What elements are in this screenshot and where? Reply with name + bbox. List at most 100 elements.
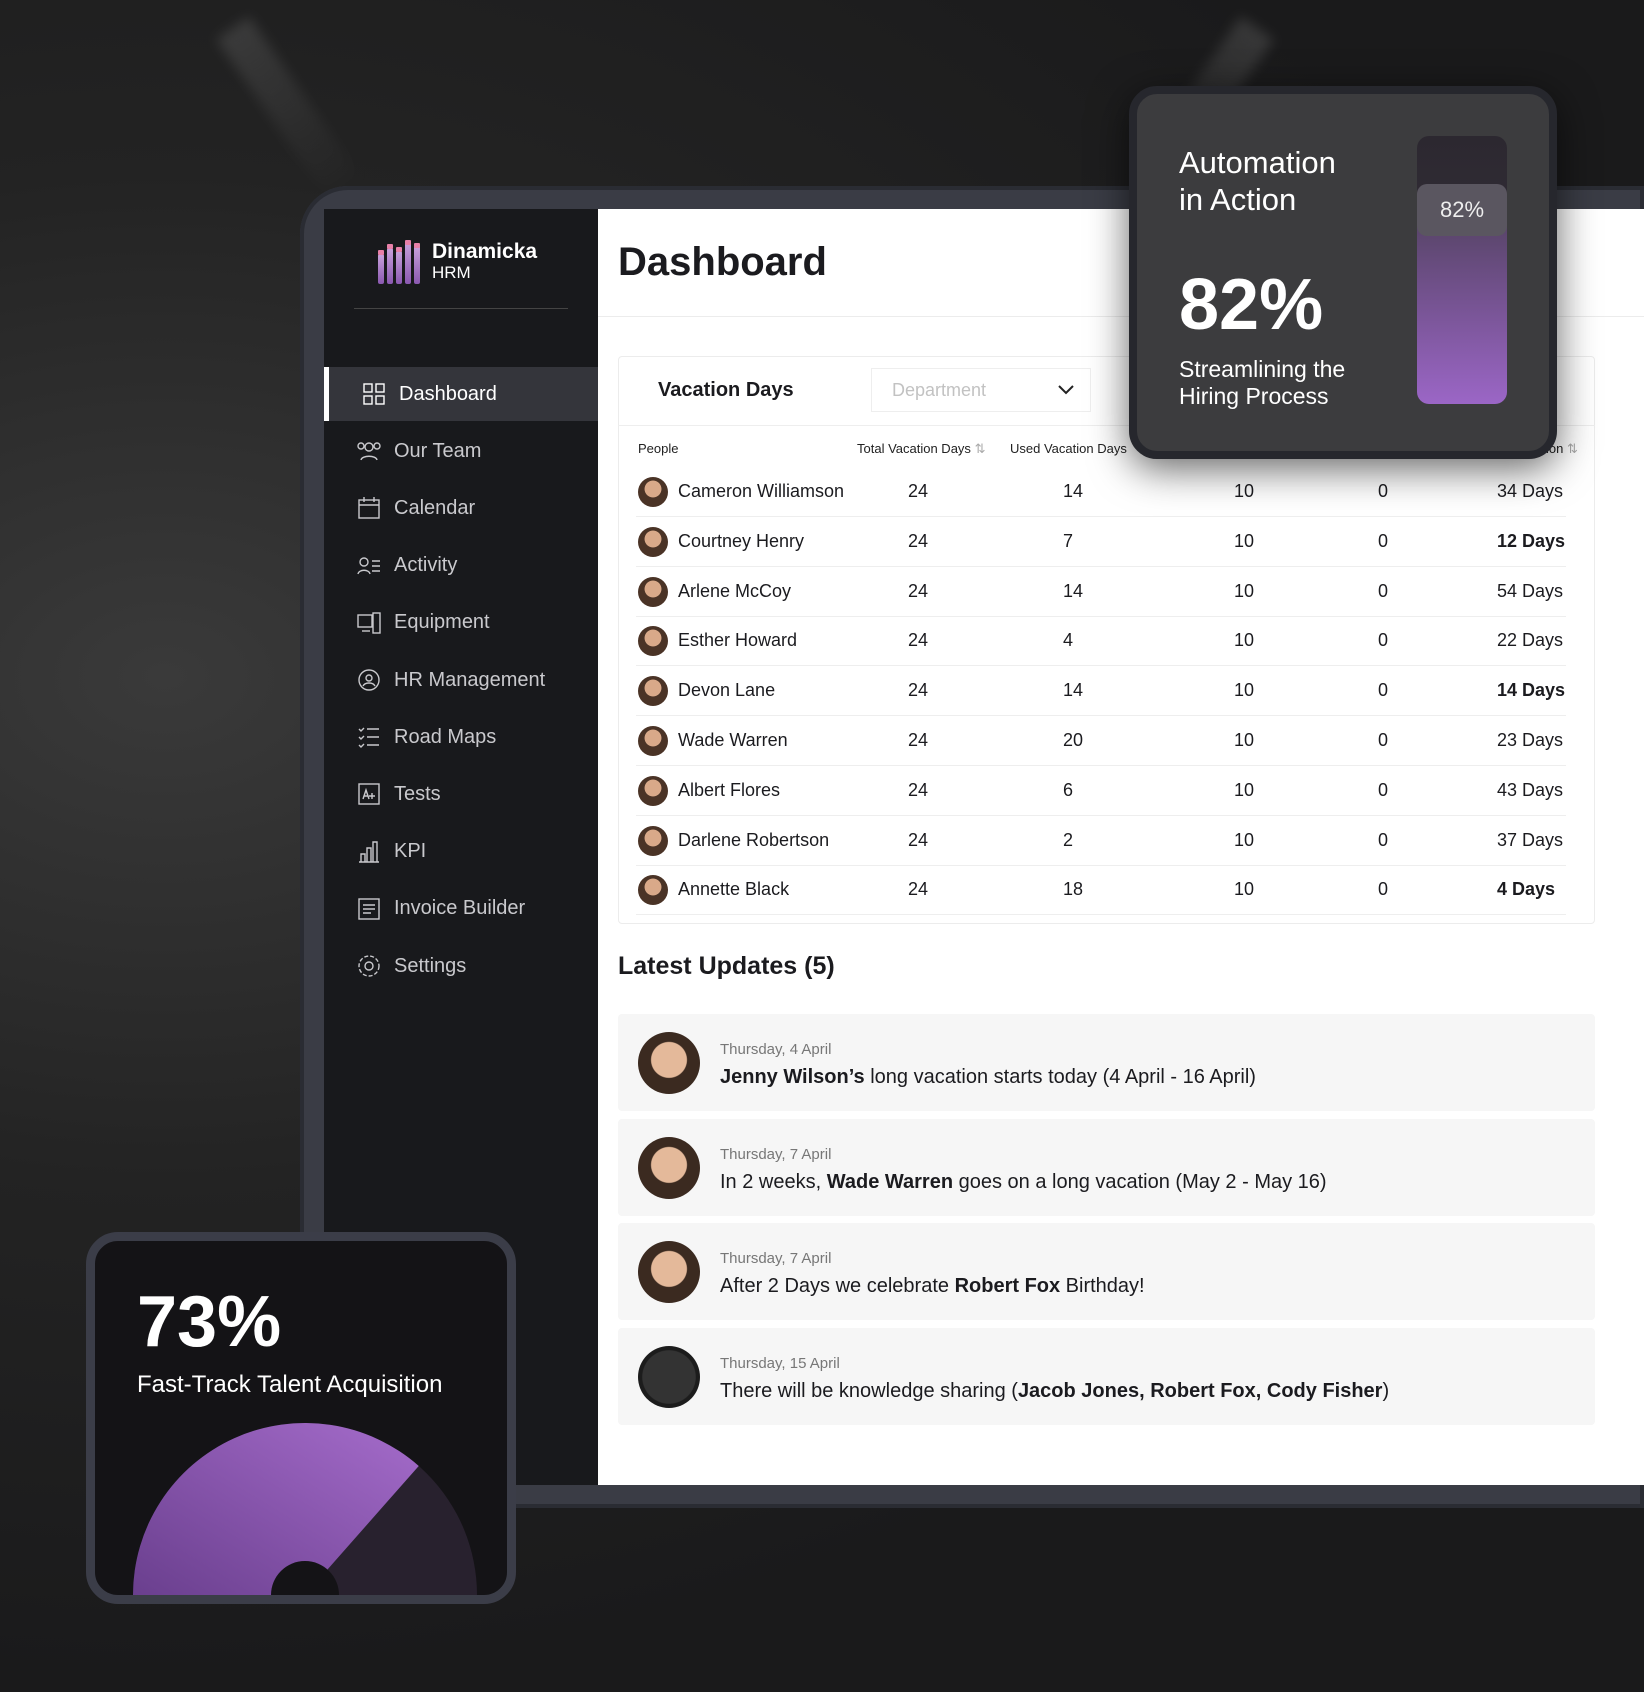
update-text-post: long vacation starts today (4 April - 16… xyxy=(864,1066,1256,1088)
sidebar-item-kpi[interactable]: KPI xyxy=(324,825,598,879)
automation-progress-bar: 82% xyxy=(1417,136,1507,404)
cell-value: 24 xyxy=(908,879,929,900)
divider xyxy=(618,425,1595,426)
activity-icon xyxy=(357,556,380,574)
update-item[interactable]: Thursday, 4 April Jenny Wilson’s long vac… xyxy=(618,1014,1595,1111)
update-item[interactable]: Thursday, 7 April After 2 Days we celebra… xyxy=(618,1223,1595,1321)
table-row[interactable]: Esther Howard 24 4 10 0 22 Days xyxy=(636,616,1566,667)
cell-value: 10 xyxy=(1234,879,1255,900)
cell-value: 10 xyxy=(1234,779,1255,800)
table-row[interactable]: Albert Flores 24 6 10 0 43 Days xyxy=(636,766,1566,816)
automation-subtitle-2: Hiring Process xyxy=(1179,383,1329,409)
person-name: Darlene Robertson xyxy=(678,829,830,850)
sidebar-item-road-maps[interactable]: Road Maps xyxy=(324,710,598,764)
automation-title: Automation xyxy=(1179,145,1336,180)
cell-value: 22 Days xyxy=(1497,630,1564,651)
avatar xyxy=(638,1241,700,1304)
update-text-post: Birthday! xyxy=(1060,1275,1145,1298)
cell-value: 14 xyxy=(1063,580,1084,601)
cell-value: 0 xyxy=(1378,879,1389,900)
cell-value: 23 Days xyxy=(1497,730,1564,750)
update-item[interactable]: Thursday, 15 April There will be knowledg… xyxy=(618,1328,1595,1426)
column-header-label: Used Vacation Days xyxy=(1010,441,1127,456)
fast-track-gauge xyxy=(133,1423,477,1595)
update-text: There will be knowledge sharing (Jacob J… xyxy=(720,1380,1389,1403)
cell-value: 0 xyxy=(1378,481,1389,501)
sidebar-item-calendar[interactable]: Calendar xyxy=(324,481,598,535)
sidebar-item-tests[interactable]: Tests xyxy=(324,767,598,821)
vacation-days-title: Vacation Days xyxy=(658,379,794,401)
sidebar-item-our-team[interactable]: Our Team xyxy=(324,424,598,478)
settings-icon xyxy=(358,955,380,977)
table-row[interactable]: Wade Warren 24 20 10 0 23 Days xyxy=(636,716,1566,766)
cell-value: 0 xyxy=(1378,680,1389,701)
cell-value: 24 xyxy=(908,580,929,601)
divider xyxy=(598,316,1644,317)
sidebar-item-hr-management[interactable]: HR Management xyxy=(324,653,598,707)
sidebar-item-activity[interactable]: Activity xyxy=(324,539,598,593)
invoice-icon xyxy=(358,898,380,920)
kpi-icon xyxy=(359,840,379,863)
logo-bars-icon xyxy=(378,240,420,284)
column-header-total[interactable]: Total Vacation Days ⇅ xyxy=(857,441,985,457)
chevron-down-icon xyxy=(1058,385,1074,395)
person-name: Wade Warren xyxy=(678,730,788,750)
table-row[interactable]: Arlene McCoy 24 14 10 0 54 Days xyxy=(636,567,1566,617)
cell-value: 24 xyxy=(908,530,929,551)
sidebar-item-label: Tests xyxy=(394,782,441,805)
automation-percent: 82% xyxy=(1179,265,1324,345)
sidebar-item-settings[interactable]: Settings xyxy=(324,939,598,993)
update-text-pre: In 2 weeks, xyxy=(720,1170,827,1193)
column-header-people[interactable]: People xyxy=(638,441,679,456)
cell-value: 0 xyxy=(1378,779,1389,800)
cell-value: 24 xyxy=(908,730,929,750)
fast-track-percent: 73% xyxy=(137,1282,282,1362)
table-row[interactable]: Darlene Robertson 24 2 10 0 37 Days xyxy=(636,816,1566,866)
avatar xyxy=(638,676,668,707)
avatar xyxy=(638,775,668,806)
sidebar-item-equipment[interactable]: Equipment xyxy=(324,596,598,650)
cell-value: 18 xyxy=(1063,879,1084,900)
sidebar-item-invoice-builder[interactable]: Invoice Builder xyxy=(324,882,598,936)
cell-value: 10 xyxy=(1234,530,1255,551)
update-date: Thursday, 4 April xyxy=(720,1041,832,1058)
automation-title-2: in Action xyxy=(1179,182,1297,217)
update-item[interactable]: Thursday, 7 April In 2 weeks, Wade Warren… xyxy=(618,1118,1595,1216)
automation-progress-label: 82% xyxy=(1417,184,1507,237)
update-text-post: goes on a long vacation (May 2 - May 16) xyxy=(953,1170,1327,1193)
cell-value: 10 xyxy=(1234,630,1255,651)
update-date: Thursday, 15 April xyxy=(720,1355,840,1373)
cell-value: 0 xyxy=(1378,580,1389,601)
automation-card: Automation in Action 82% Streamlining the… xyxy=(1129,86,1557,459)
avatar xyxy=(638,1032,700,1094)
sidebar-item-dashboard[interactable]: Dashboard xyxy=(324,367,598,421)
cell-value: 7 xyxy=(1063,530,1074,551)
avatar xyxy=(638,576,668,607)
person-name: Esther Howard xyxy=(678,630,798,651)
automation-subtitle: Streamlining the xyxy=(1179,356,1346,382)
cell-value: 20 xyxy=(1063,730,1084,750)
person-name: Cameron Williamson xyxy=(678,481,845,501)
app-name: Dinamicka xyxy=(432,240,538,263)
update-text-post: ) xyxy=(1382,1380,1390,1403)
divider xyxy=(354,308,568,309)
sort-icon: ⇅ xyxy=(974,441,986,456)
cell-value: 24 xyxy=(908,829,929,850)
column-header-used[interactable]: Used Vacation Days xyxy=(1010,441,1127,456)
table-row[interactable]: Cameron Williamson 24 14 10 0 34 Days xyxy=(636,467,1566,517)
cell-value: 54 Days xyxy=(1497,580,1564,601)
table-row[interactable]: Annette Black 24 18 10 0 4 Days xyxy=(636,865,1566,916)
cell-value: 2 xyxy=(1063,829,1074,850)
cell-value: 4 xyxy=(1063,630,1074,651)
avatar xyxy=(638,626,668,657)
logo[interactable]: Dinamicka HRM xyxy=(378,240,537,284)
table-row[interactable]: Devon Lane 24 14 10 0 14 Days xyxy=(636,666,1566,717)
cell-value: 10 xyxy=(1234,580,1255,601)
sidebar-item-label: KPI xyxy=(394,840,427,863)
department-select[interactable]: Department xyxy=(871,368,1091,412)
cell-value: 14 xyxy=(1063,680,1084,701)
table-row[interactable]: Courtney Henry 24 7 10 0 12 Days xyxy=(636,517,1566,567)
update-text-bold: Wade Warren xyxy=(826,1170,954,1193)
app-subtitle: HRM xyxy=(432,263,471,282)
avatar xyxy=(638,1346,700,1409)
